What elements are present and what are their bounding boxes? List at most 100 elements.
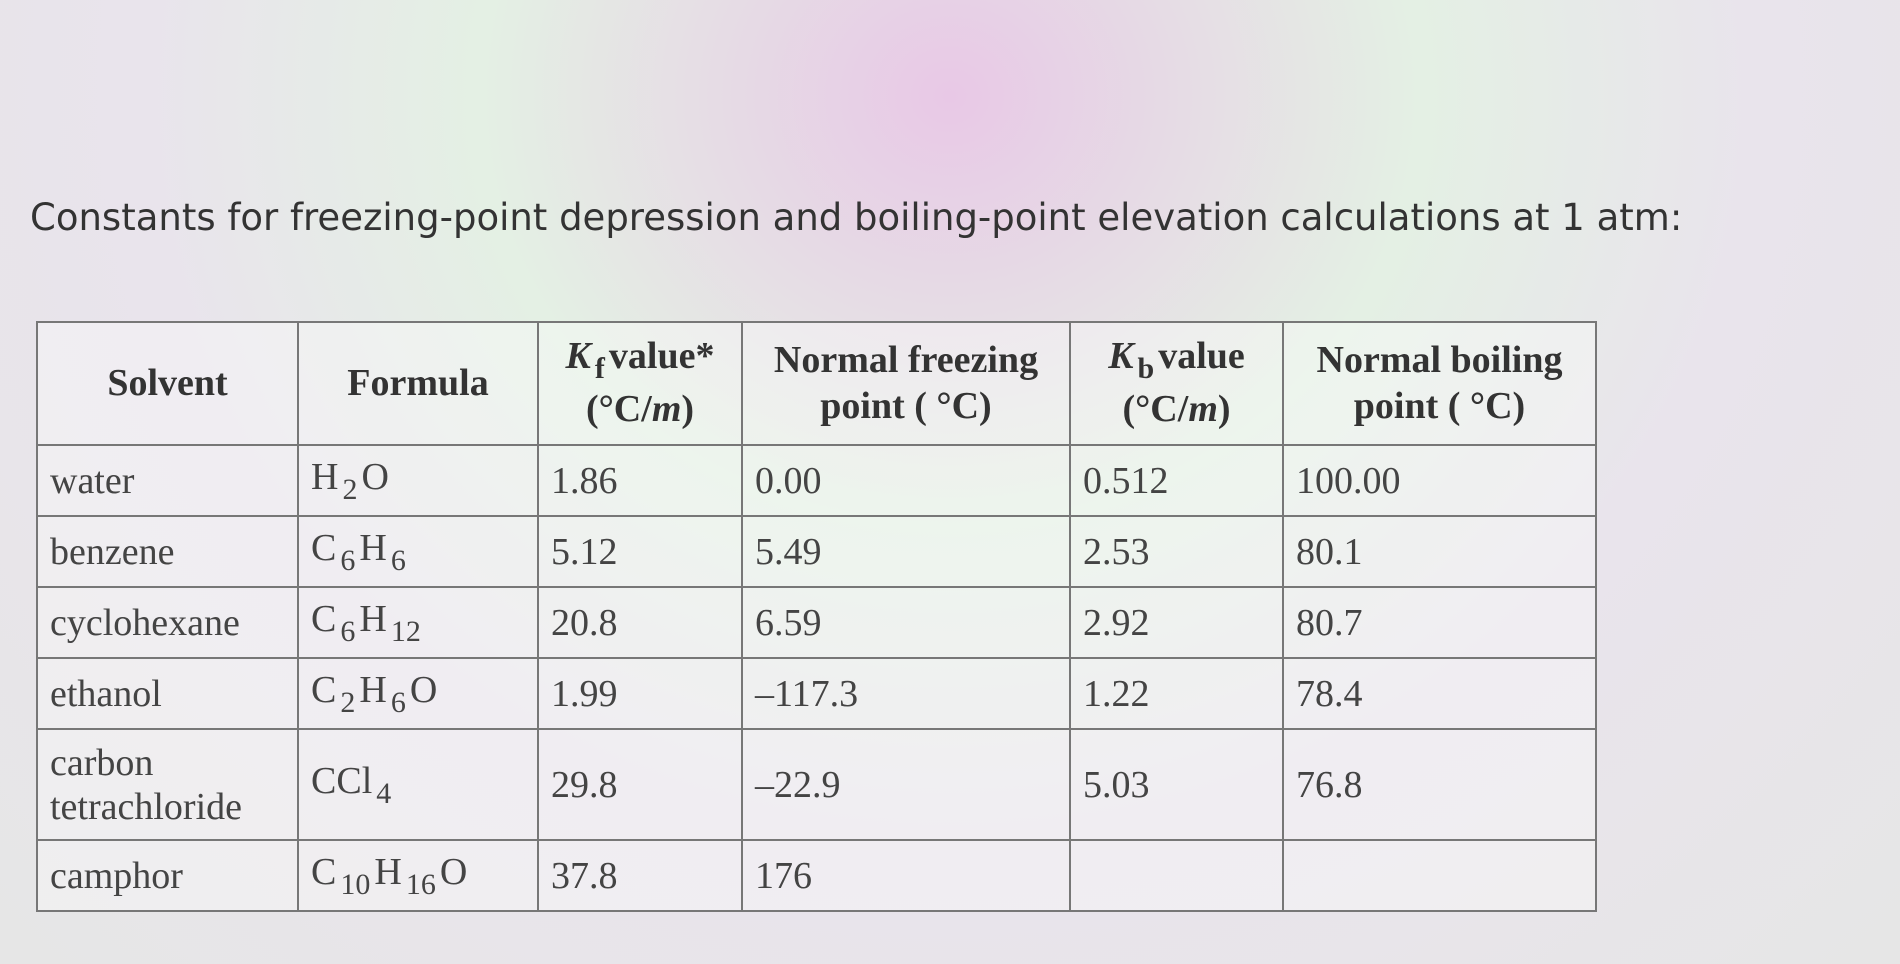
header-line: point ( °C) xyxy=(1353,384,1526,427)
cell: ethanol xyxy=(36,657,299,730)
element: H xyxy=(359,668,387,711)
value: 1.86 xyxy=(551,459,618,502)
subscript: b xyxy=(1137,352,1155,386)
value: 2.92 xyxy=(1083,601,1150,644)
cell: 20.8 xyxy=(537,586,743,659)
cell xyxy=(1282,839,1597,912)
header-text: Formula xyxy=(347,361,489,404)
unit: m xyxy=(1188,388,1218,431)
solvent: ethanol xyxy=(50,672,162,715)
value: –117.3 xyxy=(755,672,859,715)
value: 100.00 xyxy=(1296,459,1401,502)
value: 1.99 xyxy=(551,672,618,715)
cell: C 6 H 12 xyxy=(297,586,539,659)
value: 0.512 xyxy=(1083,459,1169,502)
cell: 5.03 xyxy=(1069,728,1284,841)
element: H xyxy=(359,526,387,569)
cell: 2.53 xyxy=(1069,515,1284,588)
header-line: Normal freezing xyxy=(773,338,1039,381)
cell: 37.8 xyxy=(537,839,743,912)
element: H xyxy=(311,455,339,498)
value: 80.7 xyxy=(1296,601,1363,644)
subscript: 6 xyxy=(340,543,356,577)
element: H xyxy=(374,850,402,893)
cell: –117.3 xyxy=(741,657,1071,730)
unit: ) xyxy=(681,388,695,431)
subscript: 4 xyxy=(376,776,392,810)
value: 0.00 xyxy=(755,459,822,502)
value: 5.03 xyxy=(1083,763,1150,806)
cell: 78.4 xyxy=(1282,657,1597,730)
symbol: K xyxy=(1108,335,1134,378)
row: benzene C 6 H 6 5.12 5.49 2.53 80.1 xyxy=(36,515,1597,588)
cell: 0.512 xyxy=(1069,444,1284,517)
value: 80.1 xyxy=(1296,530,1363,573)
header-cell: Formula xyxy=(297,321,539,446)
cell: 0.00 xyxy=(741,444,1071,517)
subscript: 10 xyxy=(340,867,371,901)
cell: 1.99 xyxy=(537,657,743,730)
element: C xyxy=(311,526,337,569)
element: H xyxy=(359,597,387,640)
cell: CCl 4 xyxy=(297,728,539,841)
element: C xyxy=(311,597,337,640)
subscript: 6 xyxy=(390,685,406,719)
value: 1.22 xyxy=(1083,672,1150,715)
cell: 5.49 xyxy=(741,515,1071,588)
symbol: K xyxy=(565,335,591,378)
row: carbon tetrachloride CCl 4 29.8 –22.9 5.03 76.… xyxy=(36,728,1597,841)
header-text: Solvent xyxy=(107,361,228,404)
cell: camphor xyxy=(36,839,299,912)
element: C xyxy=(311,668,337,711)
solvent: benzene xyxy=(50,530,175,573)
solvent: water xyxy=(50,459,135,502)
value: 78.4 xyxy=(1296,672,1363,715)
cell: 2.92 xyxy=(1069,586,1284,659)
value: 5.49 xyxy=(755,530,822,573)
solvent: camphor xyxy=(50,854,183,897)
subscript: 12 xyxy=(390,614,421,648)
header-line: Normal boiling xyxy=(1316,338,1563,381)
row: water H 2 O 1.86 0.00 0.512 100.00 xyxy=(36,444,1597,517)
element: O xyxy=(361,455,389,498)
subscript: 6 xyxy=(390,543,406,577)
cell: 6.59 xyxy=(741,586,1071,659)
cell: 100.00 xyxy=(1282,444,1597,517)
cell: cyclohexane xyxy=(36,586,299,659)
subscript: f xyxy=(594,352,605,386)
row: camphor C 10 H 16 O 37.8 176 xyxy=(36,839,1597,912)
cell: –22.9 xyxy=(741,728,1071,841)
solvent: carbon tetrachloride xyxy=(50,741,243,828)
header-cell: Normal freezing point ( °C) xyxy=(741,321,1071,446)
cell: 80.7 xyxy=(1282,586,1597,659)
value: 29.8 xyxy=(551,763,618,806)
value: 76.8 xyxy=(1296,763,1363,806)
cell: 176 xyxy=(741,839,1071,912)
subscript: 2 xyxy=(340,685,356,719)
cell: 29.8 xyxy=(537,728,743,841)
element: O xyxy=(439,850,468,893)
value: 37.8 xyxy=(551,854,618,897)
value: 2.53 xyxy=(1083,530,1150,573)
subscript: 16 xyxy=(405,867,436,901)
value: 6.59 xyxy=(755,601,822,644)
cell: 76.8 xyxy=(1282,728,1597,841)
element: CCl xyxy=(311,759,373,802)
cell xyxy=(1069,839,1284,912)
header-line: (°C/m) xyxy=(1083,387,1270,433)
cell: benzene xyxy=(36,515,299,588)
header-cell: Solvent xyxy=(36,321,299,446)
value: –22.9 xyxy=(755,763,841,806)
subscript: 2 xyxy=(342,472,358,506)
cell: 80.1 xyxy=(1282,515,1597,588)
header-cell: Normal boiling point ( °C) xyxy=(1282,321,1597,446)
header-line: (°C/m) xyxy=(551,387,729,433)
subscript: 6 xyxy=(340,614,356,648)
